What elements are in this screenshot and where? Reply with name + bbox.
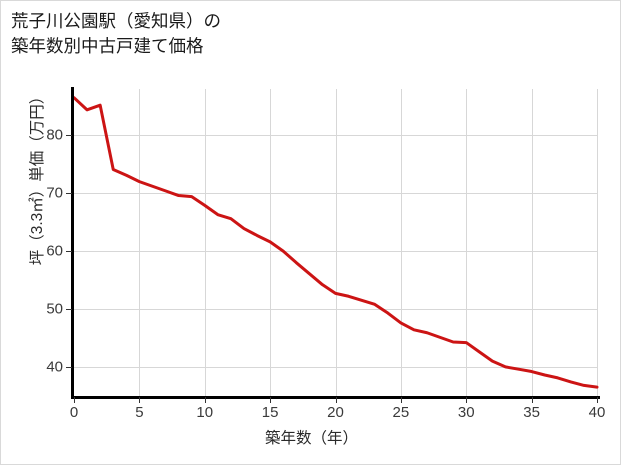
gridline-v-35 <box>531 89 533 397</box>
y-tick-mark-70 <box>66 193 72 195</box>
y-tick-label-80: 80 <box>46 126 63 144</box>
y-tick-mark-40 <box>66 366 72 368</box>
x-tick-label-5: 5 <box>135 404 144 421</box>
x-tick-label-0: 0 <box>69 404 79 421</box>
x-tick-label-30: 30 <box>457 404 475 421</box>
gridline-h-40 <box>74 366 597 368</box>
x-tick-mark-10 <box>204 397 206 403</box>
y-tick-mark-60 <box>66 251 72 253</box>
x-tick-label-20: 20 <box>327 404 344 421</box>
gridline-h-60 <box>74 251 597 253</box>
gridline-h-70 <box>74 193 597 195</box>
line-series-chikunensu-tanka <box>72 96 599 389</box>
plot-area <box>72 89 599 397</box>
x-tick-mark-20 <box>335 397 337 403</box>
x-tick-mark-5 <box>139 397 141 403</box>
x-tick-mark-25 <box>400 397 402 403</box>
y-axis-ticks: 40 50 60 70 80 <box>1 1 72 464</box>
x-tick-mark-15 <box>270 397 272 403</box>
series-polyline <box>72 96 599 389</box>
gridline-v-10 <box>204 89 206 397</box>
x-tick-mark-40 <box>597 397 598 403</box>
y-axis-spine <box>71 87 74 399</box>
x-tick-mark-30 <box>466 397 468 403</box>
y-tick-label-60: 60 <box>46 242 63 260</box>
chart-title: 荒子川公園駅（愛知県）の 築年数別中古戸建て価格 <box>11 11 221 56</box>
y-tick-label-40: 40 <box>46 358 63 376</box>
gridline-h-50 <box>74 309 597 310</box>
gridline-v-20 <box>335 89 337 397</box>
y-tick-mark-50 <box>66 309 72 310</box>
x-tick-label-40: 40 <box>588 404 606 421</box>
x-tick-label-25: 25 <box>392 404 410 421</box>
gridline-h-80 <box>74 135 597 137</box>
gridline-v-30 <box>466 89 468 397</box>
x-tick-mark-0 <box>74 397 75 403</box>
gridline-v-40 <box>597 89 598 397</box>
gridline-v-25 <box>400 89 402 397</box>
x-tick-label-10: 10 <box>196 404 214 421</box>
gridline-v-5 <box>139 89 141 397</box>
x-axis-label: 築年数（年） <box>264 430 358 447</box>
y-tick-label-70: 70 <box>46 184 63 202</box>
y-axis-label: 坪（3.3㎡）単価（万円） <box>29 88 46 266</box>
x-tick-mark-35 <box>531 397 533 403</box>
x-tick-label-15: 15 <box>261 404 279 421</box>
x-tick-label-35: 35 <box>523 404 540 421</box>
y-tick-label-50: 50 <box>46 300 63 318</box>
y-tick-mark-80 <box>66 135 72 137</box>
